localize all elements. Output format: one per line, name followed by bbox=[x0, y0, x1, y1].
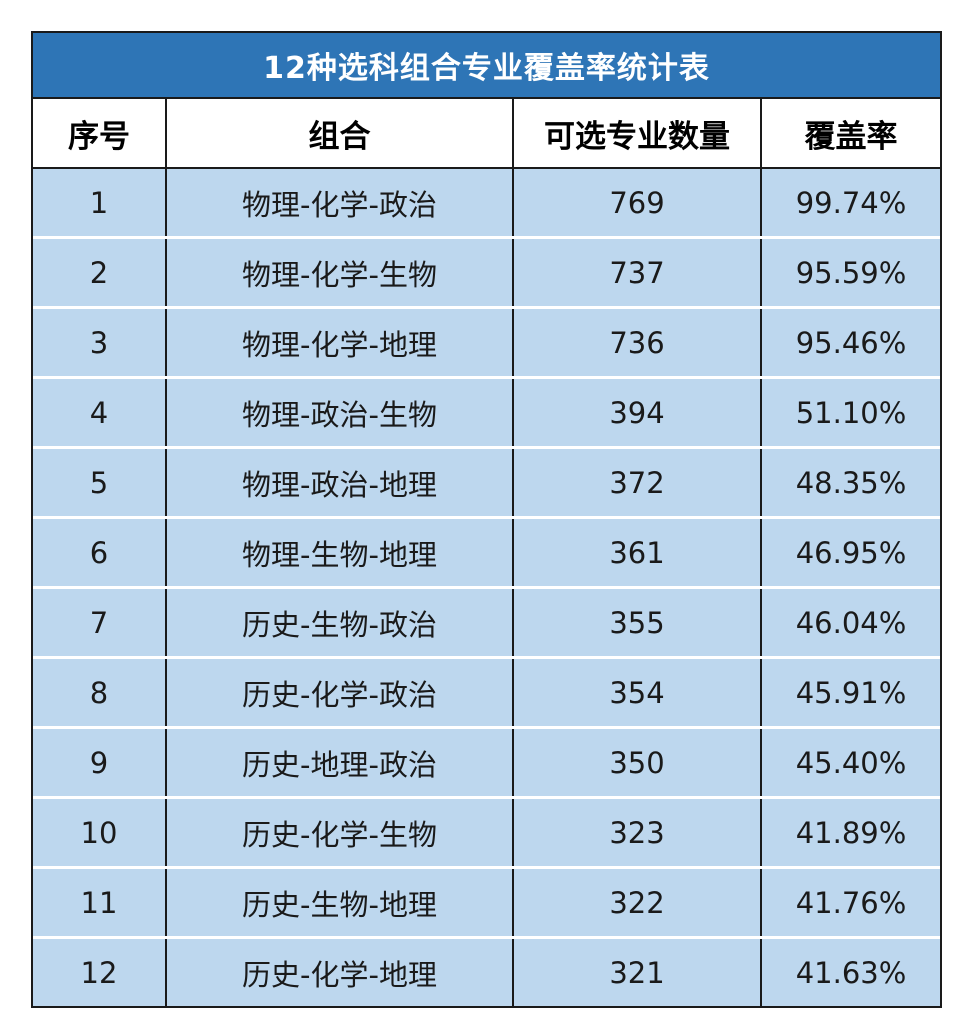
table-row: 4 物理-政治-生物 394 51.10% bbox=[33, 376, 940, 448]
cell-coverage-rate: 95.46% bbox=[760, 306, 940, 378]
cell-combination: 历史-化学-政治 bbox=[165, 656, 513, 728]
cell-combination: 历史-化学-地理 bbox=[165, 936, 513, 1006]
cell-index: 9 bbox=[33, 726, 166, 798]
cell-coverage-rate: 45.40% bbox=[760, 726, 940, 798]
cell-coverage-rate: 41.89% bbox=[760, 796, 940, 868]
cell-major-count: 322 bbox=[512, 866, 761, 938]
cell-index: 11 bbox=[33, 866, 166, 938]
cell-combination: 物理-化学-政治 bbox=[165, 167, 513, 238]
cell-index: 4 bbox=[33, 376, 166, 448]
cell-major-count: 372 bbox=[512, 446, 761, 518]
table-row: 10 历史-化学-生物 323 41.89% bbox=[33, 796, 940, 868]
cell-major-count: 355 bbox=[512, 586, 761, 658]
cell-coverage-rate: 46.95% bbox=[760, 516, 940, 588]
table-row: 11 历史-生物-地理 322 41.76% bbox=[33, 866, 940, 938]
cell-major-count: 323 bbox=[512, 796, 761, 868]
cell-index: 10 bbox=[33, 796, 166, 868]
cell-major-count: 394 bbox=[512, 376, 761, 448]
table-row: 12 历史-化学-地理 321 41.63% bbox=[33, 936, 940, 1006]
table-row: 9 历史-地理-政治 350 45.40% bbox=[33, 726, 940, 798]
cell-major-count: 361 bbox=[512, 516, 761, 588]
cell-coverage-rate: 46.04% bbox=[760, 586, 940, 658]
cell-coverage-rate: 51.10% bbox=[760, 376, 940, 448]
cell-combination: 物理-化学-生物 bbox=[165, 236, 513, 308]
cell-major-count: 736 bbox=[512, 306, 761, 378]
cell-coverage-rate: 95.59% bbox=[760, 236, 940, 308]
cell-combination: 历史-地理-政治 bbox=[165, 726, 513, 798]
cell-coverage-rate: 99.74% bbox=[760, 167, 940, 238]
cell-major-count: 354 bbox=[512, 656, 761, 728]
cell-major-count: 737 bbox=[512, 236, 761, 308]
header-index: 序号 bbox=[33, 99, 166, 168]
header-coverage-rate: 覆盖率 bbox=[760, 99, 940, 168]
cell-coverage-rate: 41.63% bbox=[760, 936, 940, 1006]
table-row: 1 物理-化学-政治 769 99.74% bbox=[33, 167, 940, 238]
cell-index: 2 bbox=[33, 236, 166, 308]
cell-index: 1 bbox=[33, 167, 166, 238]
cell-major-count: 769 bbox=[512, 167, 761, 238]
cell-combination: 物理-化学-地理 bbox=[165, 306, 513, 378]
header-combination: 组合 bbox=[165, 99, 513, 168]
table-row: 5 物理-政治-地理 372 48.35% bbox=[33, 446, 940, 518]
cell-combination: 历史-生物-地理 bbox=[165, 866, 513, 938]
table-row: 7 历史-生物-政治 355 46.04% bbox=[33, 586, 940, 658]
coverage-table-sheet: 12种选科组合专业覆盖率统计表 序号 组合 可选专业数量 覆盖率 1 物理-化学… bbox=[31, 31, 942, 1008]
cell-combination: 历史-化学-生物 bbox=[165, 796, 513, 868]
header-row: 序号 组合 可选专业数量 覆盖率 bbox=[33, 99, 940, 168]
cell-index: 3 bbox=[33, 306, 166, 378]
table-row: 2 物理-化学-生物 737 95.59% bbox=[33, 236, 940, 308]
cell-index: 8 bbox=[33, 656, 166, 728]
cell-major-count: 350 bbox=[512, 726, 761, 798]
table-row: 8 历史-化学-政治 354 45.91% bbox=[33, 656, 940, 728]
cell-coverage-rate: 45.91% bbox=[760, 656, 940, 728]
coverage-table: 序号 组合 可选专业数量 覆盖率 1 物理-化学-政治 769 99.74% 2… bbox=[33, 99, 940, 1006]
table-row: 3 物理-化学-地理 736 95.46% bbox=[33, 306, 940, 378]
cell-index: 7 bbox=[33, 586, 166, 658]
cell-index: 5 bbox=[33, 446, 166, 518]
table-title: 12种选科组合专业覆盖率统计表 bbox=[33, 33, 940, 99]
cell-combination: 物理-生物-地理 bbox=[165, 516, 513, 588]
table-row: 6 物理-生物-地理 361 46.95% bbox=[33, 516, 940, 588]
cell-index: 6 bbox=[33, 516, 166, 588]
cell-major-count: 321 bbox=[512, 936, 761, 1006]
cell-index: 12 bbox=[33, 936, 166, 1006]
cell-combination: 物理-政治-生物 bbox=[165, 376, 513, 448]
header-major-count: 可选专业数量 bbox=[512, 99, 761, 168]
cell-combination: 物理-政治-地理 bbox=[165, 446, 513, 518]
cell-coverage-rate: 48.35% bbox=[760, 446, 940, 518]
cell-coverage-rate: 41.76% bbox=[760, 866, 940, 938]
cell-combination: 历史-生物-政治 bbox=[165, 586, 513, 658]
